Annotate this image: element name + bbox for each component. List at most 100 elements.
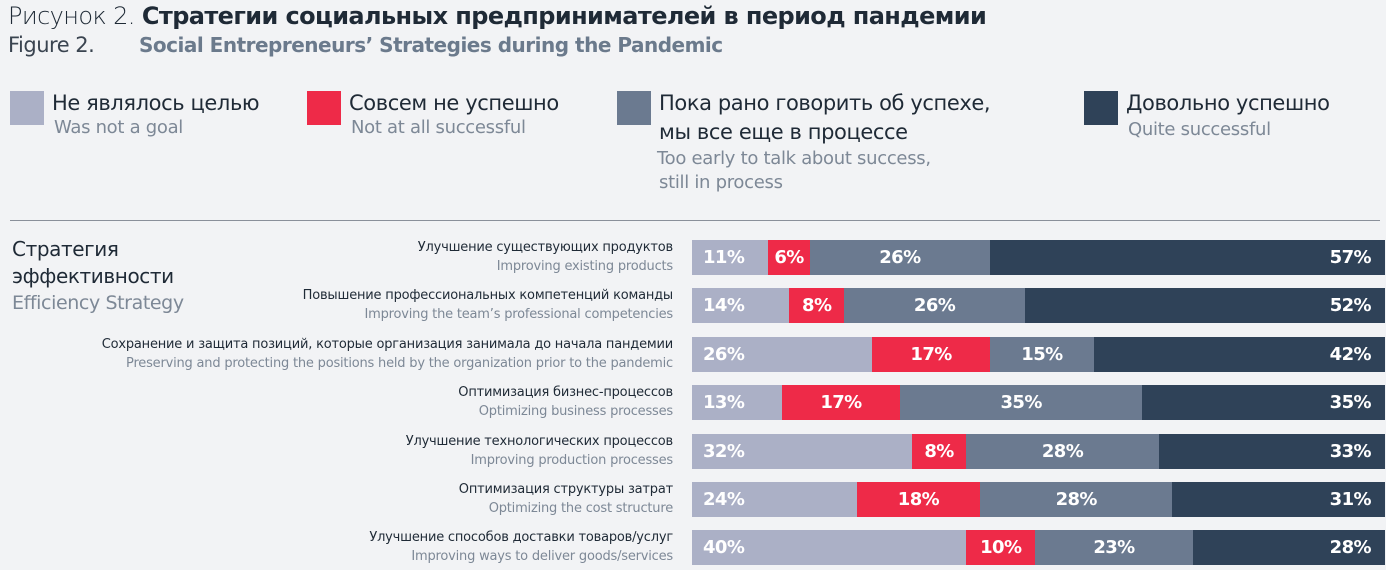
category-label-en: Improving the team’s professional compet… bbox=[364, 307, 673, 322]
bar-segment: 40% bbox=[692, 530, 967, 565]
title-text-en: Social Entrepreneurs’ Strategies during … bbox=[139, 33, 723, 57]
stacked-bar: 40% 10% 23% 28% bbox=[692, 530, 1385, 565]
data-label: 33% bbox=[1329, 441, 1372, 462]
data-label: 8% bbox=[802, 295, 832, 316]
category-label-ru: Оптимизация структуры затрат bbox=[458, 482, 673, 497]
stacked-bar: 13% 17% 35% 35% bbox=[692, 385, 1385, 420]
legend-swatch bbox=[307, 91, 341, 125]
data-label: 26% bbox=[879, 247, 921, 268]
divider bbox=[10, 220, 1380, 221]
bar-segment: 42% bbox=[1093, 337, 1385, 372]
legend-label-ru: Довольно успешно bbox=[1126, 91, 1330, 115]
data-label: 6% bbox=[774, 247, 804, 268]
bar-segment: 8% bbox=[911, 434, 967, 469]
category-label: Повышение профессиональных компетенций к… bbox=[302, 286, 674, 324]
bar-segment: 26% bbox=[809, 240, 990, 275]
data-label: 52% bbox=[1329, 295, 1372, 316]
bar-segment: 11% bbox=[692, 240, 769, 275]
data-label: 28% bbox=[1055, 489, 1098, 510]
stacked-bar: 11% 6% 26% 57% bbox=[692, 240, 1385, 275]
data-label: 35% bbox=[1000, 392, 1043, 413]
category-label-en: Optimizing business processes bbox=[478, 404, 673, 419]
section-label-en: Efficiency Strategy bbox=[12, 292, 184, 314]
bar-segment: 57% bbox=[989, 240, 1385, 275]
bar-segment: 17% bbox=[872, 337, 990, 372]
bar-segment: 17% bbox=[782, 385, 900, 420]
legend-label-en: Not at all successful bbox=[351, 117, 526, 138]
data-label: 24% bbox=[703, 489, 745, 510]
data-label: 26% bbox=[703, 344, 745, 365]
category-label-ru: Оптимизация бизнес-процессов bbox=[458, 385, 673, 400]
legend-swatch bbox=[1084, 91, 1118, 125]
legend-label-en: Was not a goal bbox=[54, 117, 183, 138]
legend-label-en: Quite successful bbox=[1128, 119, 1271, 140]
data-label: 18% bbox=[897, 489, 940, 510]
title-en: Figure 2. Social Entrepreneurs’ Strategie… bbox=[8, 33, 723, 57]
data-label: 28% bbox=[1041, 441, 1084, 462]
section-label: Стратегия эффективности Efficiency Strat… bbox=[12, 236, 202, 317]
category-label-ru: Сохранение и защита позиций, которые орг… bbox=[101, 337, 673, 352]
bar-segment: 18% bbox=[856, 482, 981, 517]
legend-label-ru: Совсем не успешно bbox=[349, 91, 559, 115]
data-label: 8% bbox=[924, 441, 954, 462]
bar-segment: 15% bbox=[989, 337, 1094, 372]
bar-segment: 28% bbox=[966, 434, 1159, 469]
legend-swatch bbox=[10, 91, 44, 125]
legend-label-ru: мы все еще в процессе bbox=[659, 120, 908, 144]
category-label: Улучшение технологических процессов Impro… bbox=[406, 432, 673, 470]
bar-segment: 31% bbox=[1172, 482, 1385, 517]
legend-label-en: still in process bbox=[659, 172, 783, 193]
data-label: 31% bbox=[1329, 489, 1372, 510]
category-label-en: Improving ways to deliver goods/services bbox=[411, 549, 673, 564]
category-label-en: Optimizing the cost structure bbox=[488, 501, 673, 516]
bar-segment: 10% bbox=[966, 530, 1036, 565]
bar-segment: 8% bbox=[789, 288, 845, 323]
category-label: Оптимизация бизнес-процессов Optimizing b… bbox=[458, 383, 673, 421]
data-label: 13% bbox=[703, 392, 745, 413]
category-label-en: Improving existing products bbox=[496, 259, 673, 274]
category-label: Улучшение существующих продуктов Improvin… bbox=[418, 238, 673, 276]
data-label: 15% bbox=[1021, 344, 1063, 365]
data-label: 32% bbox=[703, 441, 745, 462]
data-label: 14% bbox=[703, 295, 745, 316]
bar-segment: 32% bbox=[692, 434, 912, 469]
data-label: 35% bbox=[1329, 392, 1372, 413]
figure-number-ru: Рисунок 2. bbox=[8, 2, 135, 30]
data-label: 42% bbox=[1329, 344, 1372, 365]
stacked-bar: 32% 8% 28% 33% bbox=[692, 434, 1385, 469]
legend-label-ru: Не являлось целью bbox=[52, 91, 260, 115]
category-label: Улучшение способов доставки товаров/услу… bbox=[369, 528, 673, 566]
bar-segment: 26% bbox=[692, 337, 873, 372]
category-label-ru: Улучшение технологических процессов bbox=[405, 434, 673, 449]
category-label-ru: Улучшение существующих продуктов bbox=[417, 240, 673, 255]
bar-segment: 26% bbox=[844, 288, 1025, 323]
title-ru: Рисунок 2. Стратегии социальных предприн… bbox=[8, 2, 987, 30]
bar-segment: 28% bbox=[980, 482, 1173, 517]
data-label: 57% bbox=[1329, 247, 1372, 268]
category-label-en: Improving production processes bbox=[470, 453, 674, 468]
data-label: 17% bbox=[820, 392, 862, 413]
stacked-bar: 24% 18% 28% 31% bbox=[692, 482, 1385, 517]
data-label: 17% bbox=[910, 344, 952, 365]
figure-number-en: Figure 2. bbox=[8, 33, 95, 57]
data-label: 26% bbox=[913, 295, 956, 316]
stacked-bar: 14% 8% 26% 52% bbox=[692, 288, 1385, 323]
data-label: 23% bbox=[1093, 537, 1135, 558]
bar-segment: 23% bbox=[1035, 530, 1193, 565]
stacked-bar: 26% 17% 15% 42% bbox=[692, 337, 1385, 372]
category-label: Оптимизация структуры затрат Optimizing t… bbox=[459, 480, 673, 518]
bar-segment: 35% bbox=[899, 385, 1143, 420]
legend-label-en: Too early to talk about success, bbox=[657, 148, 931, 169]
data-label: 40% bbox=[703, 537, 745, 558]
bar-segment: 13% bbox=[692, 385, 783, 420]
bar-segment: 35% bbox=[1142, 385, 1385, 420]
bar-segment: 6% bbox=[768, 240, 810, 275]
bar-segment: 33% bbox=[1158, 434, 1385, 469]
category-label: Сохранение и защита позиций, которые орг… bbox=[102, 335, 673, 373]
category-label-en: Preserving and protecting the positions … bbox=[126, 356, 673, 371]
legend-label-ru: Пока рано говорить об успехе, bbox=[659, 91, 991, 115]
category-label-ru: Повышение профессиональных компетенций к… bbox=[302, 288, 674, 303]
legend-swatch bbox=[617, 91, 651, 125]
data-label: 11% bbox=[703, 247, 745, 268]
